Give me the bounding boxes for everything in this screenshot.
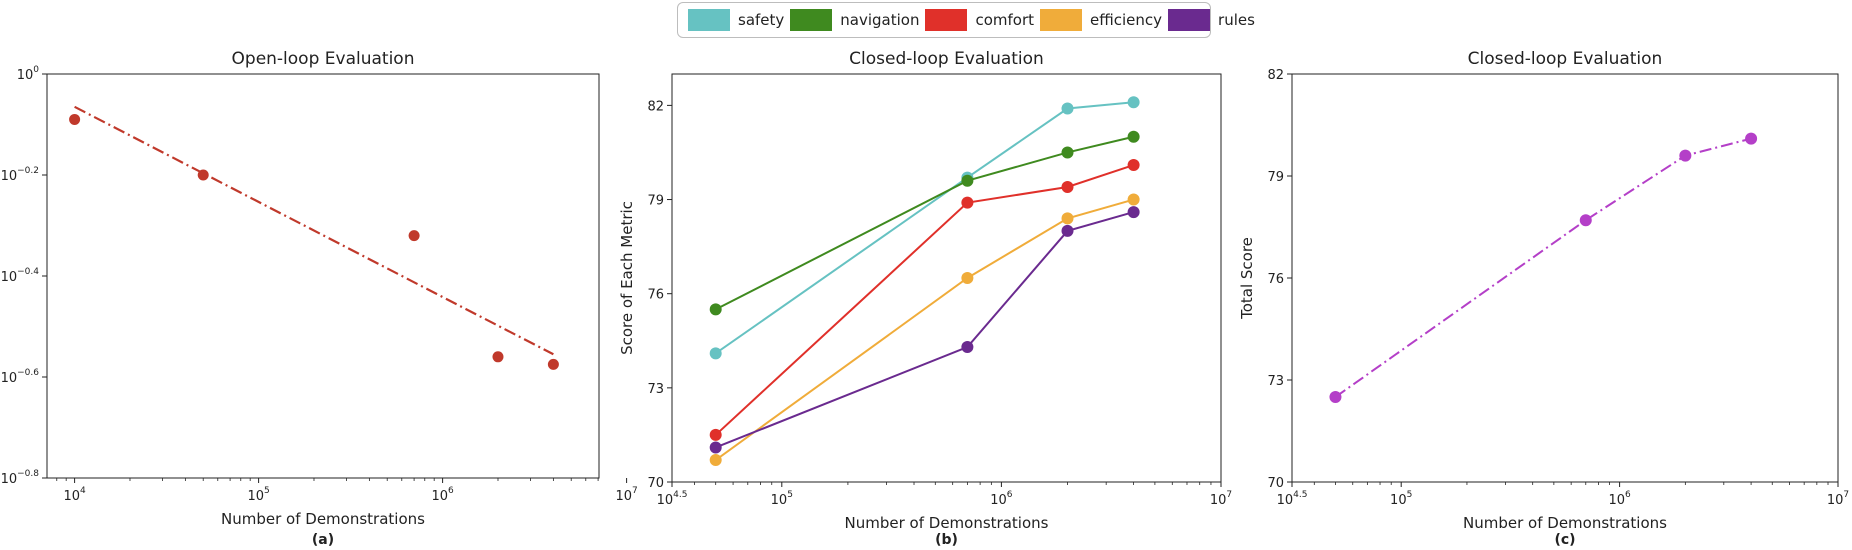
legend: safety navigation comfort efficiency rul… bbox=[677, 2, 1255, 38]
y-tick-label: 76 bbox=[1267, 272, 1284, 287]
y-tick-label: 73 bbox=[647, 382, 664, 397]
x-tick-label: 104 bbox=[63, 486, 86, 504]
x-tick-label: 104.5 bbox=[657, 490, 688, 508]
x-axis-label: Number of Demonstrations bbox=[1463, 514, 1667, 532]
series-line bbox=[1334, 137, 1752, 398]
legend-item-safety: safety bbox=[688, 9, 784, 31]
legend-item-navigation: navigation bbox=[790, 9, 919, 31]
y-tick-label: 10−0.4 bbox=[1, 267, 40, 285]
data-point-rules bbox=[1061, 224, 1074, 237]
data-point bbox=[408, 230, 420, 242]
x-axis-label: Number of Demonstrations bbox=[845, 514, 1049, 532]
legend-item-comfort: comfort bbox=[925, 9, 1034, 31]
legend-label: safety bbox=[738, 11, 785, 29]
data-point bbox=[492, 351, 504, 363]
x-tick-label: 107 bbox=[615, 486, 637, 504]
legend-label: efficiency bbox=[1090, 11, 1163, 29]
x-tick-label: 106 bbox=[1608, 490, 1631, 508]
data-point bbox=[1579, 214, 1592, 227]
legend-label: rules bbox=[1218, 11, 1255, 29]
data-point-rules bbox=[1127, 206, 1140, 219]
legend-swatch bbox=[688, 9, 730, 31]
plot-frame bbox=[1291, 73, 1839, 483]
legend-swatch bbox=[1040, 9, 1083, 31]
y-tick-label: 70 bbox=[647, 476, 664, 491]
chart-title: Closed-loop Evaluation bbox=[1468, 49, 1663, 69]
data-point bbox=[1679, 149, 1692, 162]
x-tick-label: 106 bbox=[990, 490, 1013, 508]
y-tick-label: 70 bbox=[1267, 476, 1284, 491]
legend-item-efficiency: efficiency bbox=[1040, 9, 1162, 31]
x-tick-label: 105 bbox=[1390, 490, 1412, 508]
chart-title: Open-loop Evaluation bbox=[232, 49, 415, 69]
legend-swatch bbox=[925, 9, 968, 31]
chart-title: Closed-loop Evaluation bbox=[849, 49, 1044, 69]
data-point-safety bbox=[1127, 96, 1140, 109]
data-point-efficiency bbox=[961, 272, 974, 284]
y-axis-label: Total Score bbox=[1238, 237, 1256, 320]
series-line-comfort bbox=[715, 164, 1134, 436]
data-point-safety bbox=[1061, 102, 1074, 115]
y-tick-label: 76 bbox=[647, 288, 664, 303]
y-tick-label: 82 bbox=[1267, 68, 1284, 83]
panel-caption: (c) bbox=[1554, 532, 1575, 548]
x-tick-label: 104.5 bbox=[1277, 490, 1308, 508]
legend-swatch bbox=[790, 9, 833, 31]
data-point-efficiency bbox=[709, 454, 722, 467]
data-point-navigation bbox=[961, 174, 974, 187]
data-point bbox=[547, 358, 559, 370]
data-point bbox=[69, 113, 81, 125]
data-point bbox=[1745, 132, 1758, 145]
series-line-safety bbox=[715, 101, 1134, 355]
y-tick-label: 79 bbox=[647, 194, 664, 209]
x-tick-label: 107 bbox=[1827, 490, 1849, 508]
y-tick-label: 79 bbox=[1267, 170, 1284, 185]
data-point-comfort bbox=[1061, 180, 1074, 193]
series-line-efficiency bbox=[715, 198, 1134, 461]
panel-caption: (b) bbox=[935, 532, 958, 548]
chart-panel-2: Closed-loop Evaluation Number of Demonstr… bbox=[618, 49, 1232, 548]
x-tick-label: 105 bbox=[247, 486, 269, 504]
x-tick-label: 107 bbox=[1210, 490, 1232, 508]
data-point-comfort bbox=[961, 196, 974, 209]
data-point-comfort bbox=[709, 428, 722, 441]
y-tick-label: 10−0.8 bbox=[1, 469, 40, 487]
y-tick-label: 82 bbox=[647, 99, 664, 114]
y-axis-label: Score of Each Metric bbox=[618, 201, 636, 355]
data-point-efficiency bbox=[1061, 212, 1074, 225]
data-point bbox=[1329, 391, 1342, 403]
data-point bbox=[197, 169, 209, 181]
y-tick-label: 73 bbox=[1267, 374, 1284, 389]
legend-label: comfort bbox=[975, 11, 1035, 29]
chart-panel-1: Open-loop Evaluation Number of Demonstrat… bbox=[1, 49, 638, 548]
x-tick-label: 106 bbox=[431, 486, 454, 504]
panel-caption: (a) bbox=[312, 532, 334, 548]
legend-swatch bbox=[1168, 9, 1211, 31]
data-point-navigation bbox=[1127, 130, 1140, 143]
data-point-safety bbox=[709, 347, 722, 360]
data-point-navigation bbox=[709, 303, 722, 316]
x-tick-label: 105 bbox=[771, 490, 793, 508]
y-tick-label: 100 bbox=[17, 65, 40, 83]
legend-item-rules: rules bbox=[1168, 9, 1255, 31]
y-tick-label: 10−0.2 bbox=[1, 166, 39, 184]
data-point-rules bbox=[709, 441, 722, 454]
series-line-navigation bbox=[715, 135, 1134, 311]
data-point-navigation bbox=[1061, 146, 1074, 159]
data-point-comfort bbox=[1127, 159, 1140, 172]
y-tick-label: 10−0.6 bbox=[1, 368, 40, 386]
data-point-rules bbox=[961, 341, 974, 354]
x-axis-label: Number of Demonstrations bbox=[221, 510, 425, 528]
legend-label: navigation bbox=[840, 11, 920, 29]
trend-line bbox=[74, 105, 554, 356]
data-point-efficiency bbox=[1127, 193, 1140, 206]
plot-frame bbox=[671, 73, 1222, 483]
chart-panel-3: Closed-loop Evaluation Number of Demonstr… bbox=[1238, 49, 1849, 548]
series-line-rules bbox=[715, 211, 1134, 449]
